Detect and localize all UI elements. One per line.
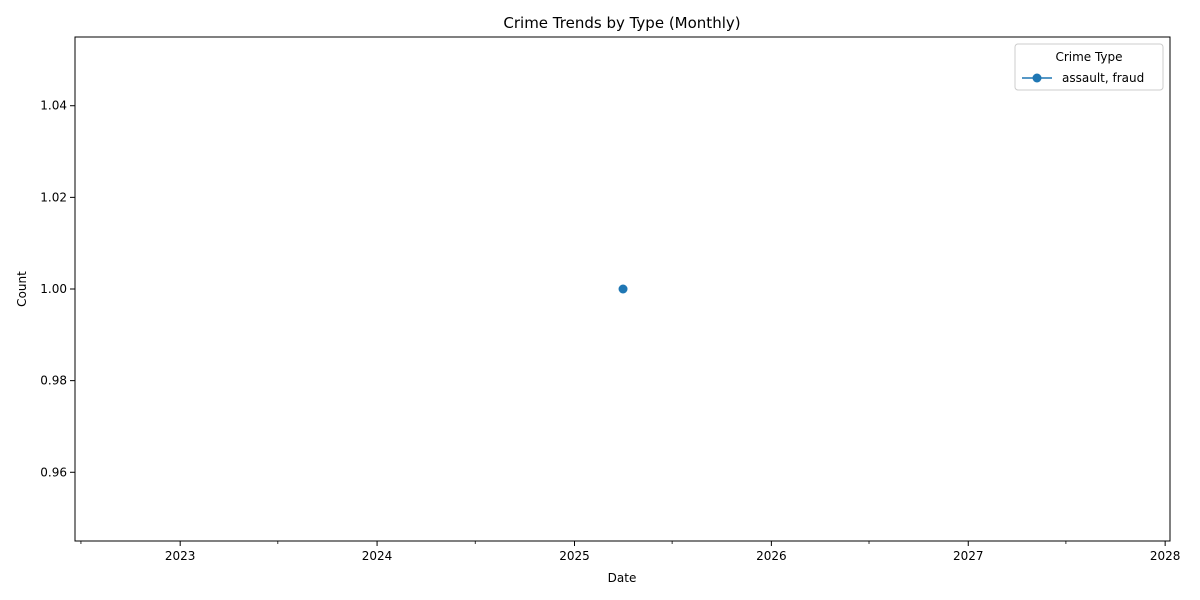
x-tick-label: 2023 (165, 549, 196, 563)
data-point (618, 284, 628, 294)
x-tick-label: 2025 (559, 549, 590, 563)
y-axis: 0.96 0.98 1.00 1.02 1.04 (40, 99, 75, 479)
x-tick-label: 2026 (756, 549, 787, 563)
legend-series-marker (1032, 73, 1042, 83)
legend: Crime Type assault, fraud (1014, 43, 1164, 91)
x-tick-label: 2024 (362, 549, 393, 563)
legend-series-label: assault, fraud (1062, 71, 1144, 85)
series-layer (618, 284, 628, 294)
x-tick-label: 2027 (953, 549, 984, 563)
y-tick-label: 0.98 (40, 374, 67, 388)
x-axis-label: Date (608, 571, 637, 585)
y-tick-label: 1.04 (40, 99, 67, 113)
x-axis: 2023 2024 2025 2026 2027 2028 (80, 541, 1181, 563)
y-axis-label: Count (15, 271, 29, 307)
legend-title: Crime Type (1055, 50, 1122, 64)
x-tick-label: 2028 (1150, 549, 1181, 563)
chart-title: Crime Trends by Type (Monthly) (503, 14, 740, 32)
y-tick-label: 1.00 (40, 282, 67, 296)
y-tick-label: 0.96 (40, 465, 67, 479)
y-tick-label: 1.02 (40, 190, 67, 204)
